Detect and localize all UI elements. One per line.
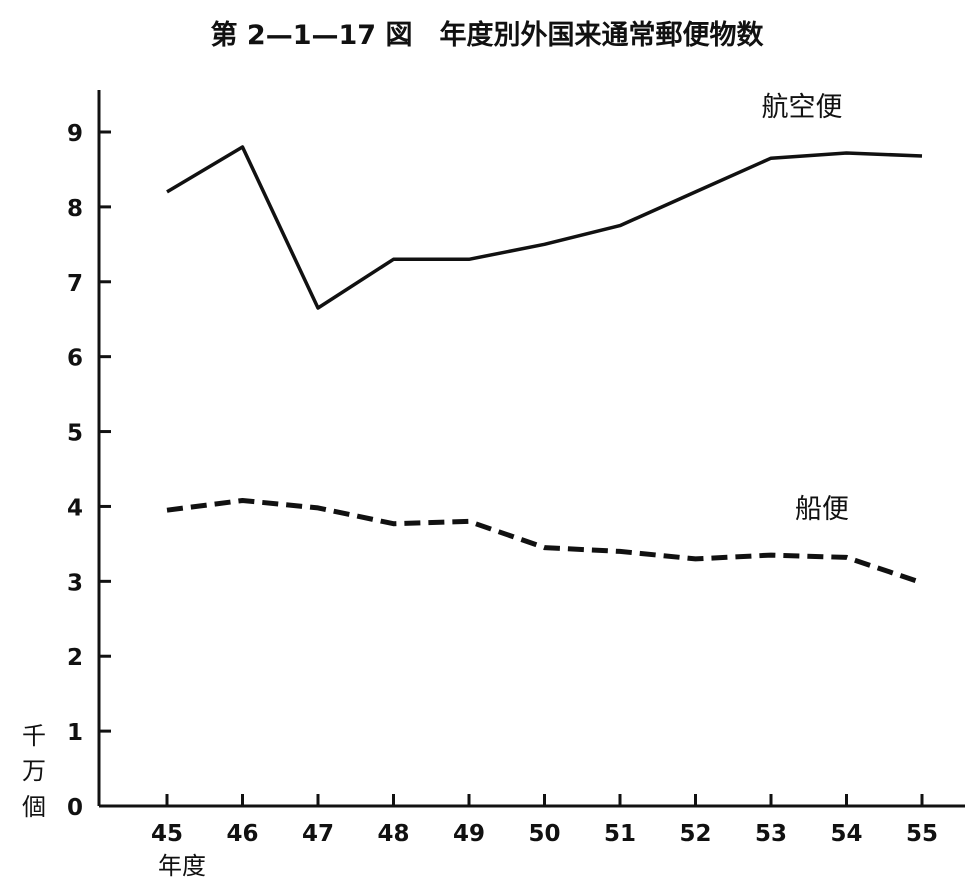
- y-tick-label-5: 5: [67, 421, 83, 447]
- axes: [97, 90, 965, 808]
- y-tick-label-6: 6: [67, 346, 83, 372]
- chart-title: 第 2—1—17 図 年度別外国来通常郵便物数: [211, 19, 765, 51]
- x-ticks: 45 46 47 48 49 50 51 52 53 54 55: [151, 794, 938, 847]
- y-axis-label-char-1: 千: [22, 722, 46, 750]
- x-tick-label-49: 49: [453, 821, 485, 847]
- x-tick-label-45: 45: [151, 821, 183, 847]
- x-tick-label-48: 48: [377, 821, 409, 847]
- y-tick-label-8: 8: [67, 196, 83, 222]
- y-axis-label-char-2: 万: [22, 757, 46, 785]
- series-line-1: [166, 145, 923, 310]
- y-tick-label-3: 3: [67, 570, 83, 596]
- x-tick-label-47: 47: [302, 821, 334, 847]
- y-tick-label-2: 2: [67, 645, 83, 671]
- series-line-2: [166, 498, 923, 586]
- y-tick-label-0: 0: [67, 795, 83, 821]
- y-tick-label-4: 4: [67, 495, 83, 521]
- x-tick-label-51: 51: [604, 821, 636, 847]
- x-axis-label: 年度: [158, 852, 206, 880]
- series-label-1: 航空便: [762, 92, 843, 123]
- y-tick-label-9: 9: [67, 121, 83, 147]
- x-tick-label-53: 53: [755, 821, 787, 847]
- y-axis-label-char-3: 個: [22, 793, 46, 821]
- x-tick-label-50: 50: [528, 821, 560, 847]
- y-ticks: 0 1 2 3 4 5 6 7 8 9: [67, 121, 111, 821]
- y-axis-label: 千 万 個: [22, 722, 46, 821]
- series-label-2: 船便: [795, 494, 849, 525]
- y-tick-label-1: 1: [67, 720, 83, 746]
- y-tick-label-7: 7: [67, 271, 83, 297]
- x-tick-label-52: 52: [679, 821, 711, 847]
- x-tick-label-55: 55: [906, 821, 938, 847]
- x-tick-label-54: 54: [830, 821, 862, 847]
- x-tick-label-46: 46: [226, 821, 258, 847]
